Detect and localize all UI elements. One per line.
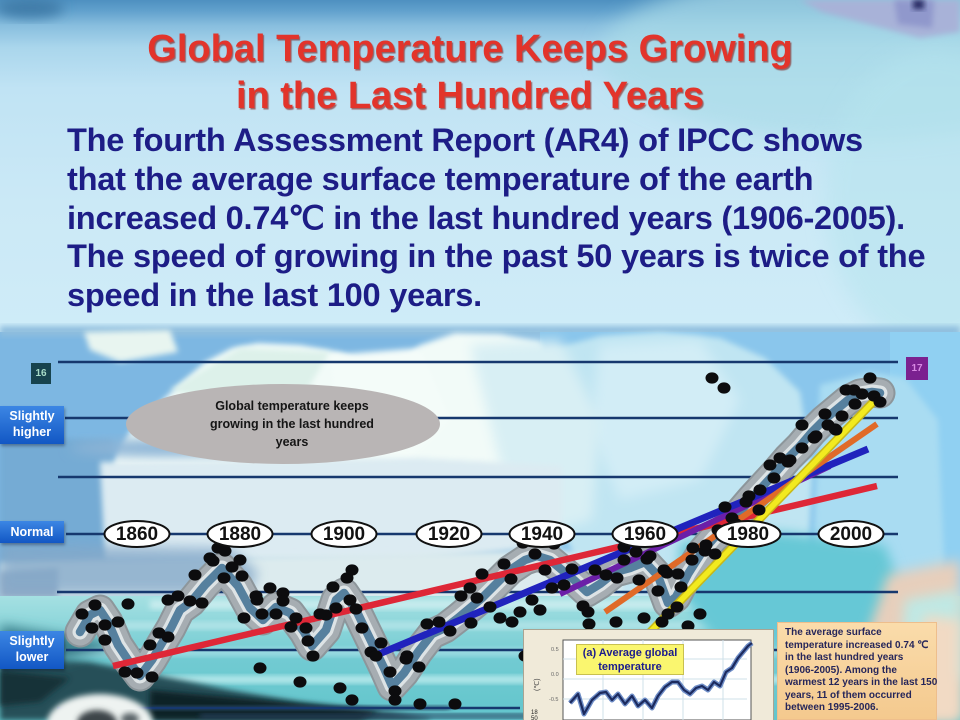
svg-text:50: 50: [531, 716, 538, 720]
svg-text:growing in the last hundred: growing in the last hundred: [210, 417, 374, 431]
svg-text:1860: 1860: [116, 524, 158, 545]
svg-text:1940: 1940: [521, 524, 563, 545]
svg-text:1880: 1880: [219, 524, 261, 545]
svg-text:18: 18: [531, 710, 538, 716]
svg-text:1980: 1980: [727, 524, 769, 545]
svg-text:1900: 1900: [323, 524, 365, 545]
svg-text:Global temperature keeps: Global temperature keeps: [215, 399, 369, 413]
svg-text:-0.5: -0.5: [549, 697, 558, 703]
svg-text:(℃): (℃): [534, 678, 541, 691]
svg-text:1920: 1920: [428, 524, 470, 545]
svg-text:2000: 2000: [830, 524, 872, 545]
svg-text:1960: 1960: [624, 524, 666, 545]
svg-text:0.5: 0.5: [551, 647, 559, 653]
svg-text:years: years: [276, 435, 309, 449]
svg-text:0.0: 0.0: [551, 672, 559, 678]
